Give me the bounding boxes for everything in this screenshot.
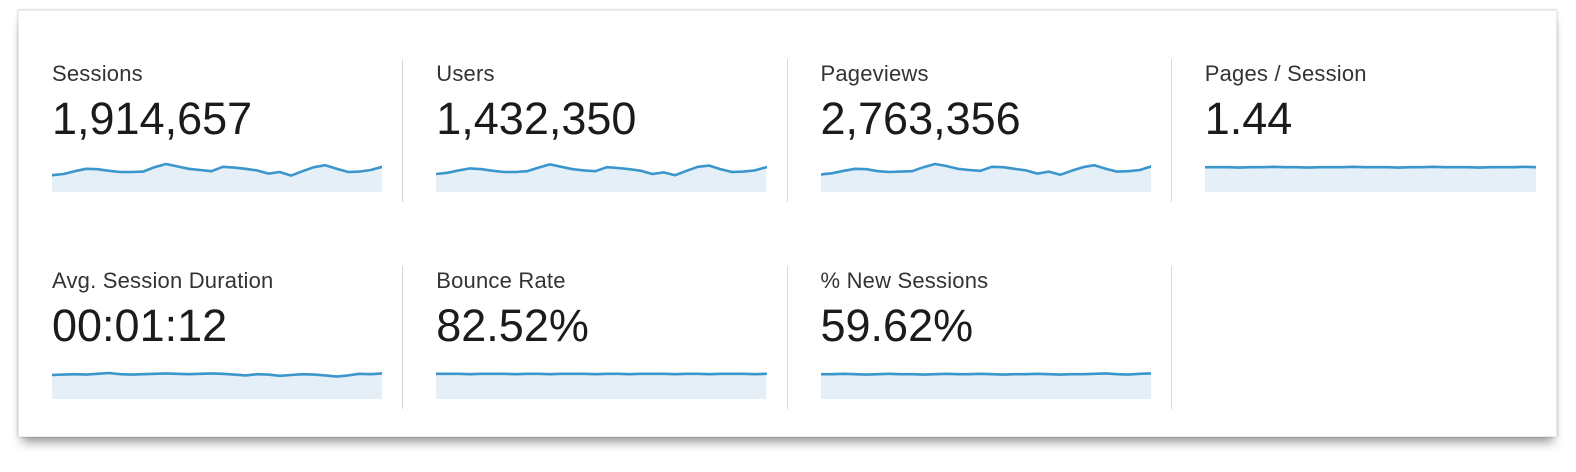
- sparkline-chart-pageviews: [820, 162, 1151, 193]
- sparkline-chart-avg-session-duration: [52, 371, 383, 400]
- metrics-grid: Sessions 1,914,657 Users 1,432,350 Pagev…: [19, 11, 1556, 410]
- metric-value-sessions: 1,914,657: [52, 93, 253, 145]
- sparkline-chart-pages-per-session: [1204, 165, 1536, 193]
- sparkline-chart-sessions: [52, 162, 383, 193]
- metric-value-pages-per-session: 1.44: [1204, 93, 1293, 145]
- metric-value-pageviews: 2,763,356: [820, 93, 1021, 145]
- metric-card-avg-session-duration[interactable]: Avg. Session Duration 00:01:12: [19, 266, 404, 410]
- metric-card-bounce-rate[interactable]: Bounce Rate 82.52%: [403, 266, 788, 410]
- metric-value-avg-session-duration: 00:01:12: [52, 300, 228, 352]
- metric-value-new-sessions: 59.62%: [820, 300, 974, 352]
- metric-card-sessions[interactable]: Sessions 1,914,657: [19, 59, 404, 203]
- sparkline-chart-new-sessions: [820, 372, 1151, 400]
- empty-grid-cell: [1172, 266, 1556, 409]
- metric-card-pageviews[interactable]: Pageviews 2,763,356: [788, 59, 1172, 203]
- metric-value-bounce-rate: 82.52%: [436, 300, 589, 352]
- metric-label-pageviews: Pageviews: [820, 61, 929, 86]
- metric-label-users: Users: [436, 61, 495, 86]
- metric-label-pages-per-session: Pages / Session: [1204, 61, 1367, 86]
- metric-card-users[interactable]: Users 1,432,350: [403, 59, 788, 203]
- metric-value-users: 1,432,350: [436, 93, 637, 145]
- metric-card-pages-per-session[interactable]: Pages / Session 1.44: [1172, 59, 1556, 202]
- metric-label-bounce-rate: Bounce Rate: [436, 268, 566, 294]
- metric-label-avg-session-duration: Avg. Session Duration: [52, 268, 274, 294]
- metric-label-new-sessions: % New Sessions: [820, 268, 989, 294]
- metric-label-sessions: Sessions: [52, 61, 143, 86]
- metric-card-new-sessions[interactable]: % New Sessions 59.62%: [788, 266, 1172, 410]
- sparkline-chart-users: [436, 163, 767, 193]
- metrics-panel: Sessions 1,914,657 Users 1,432,350 Pagev…: [18, 10, 1557, 437]
- sparkline-chart-bounce-rate: [436, 372, 767, 400]
